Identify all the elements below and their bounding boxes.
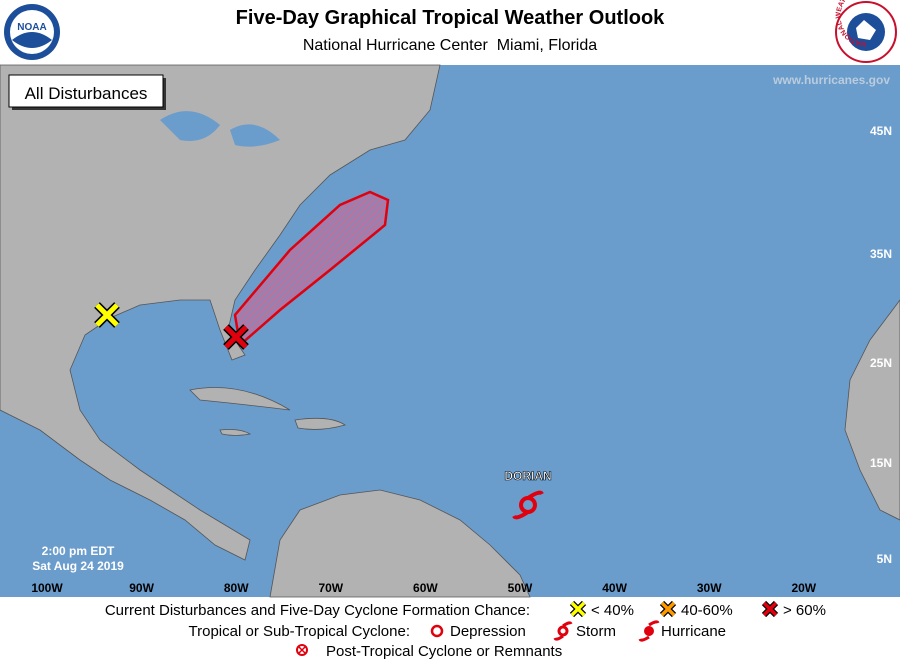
longitude-label: 40W bbox=[602, 581, 627, 595]
legend-chance: > 60% bbox=[783, 602, 826, 619]
url: www.hurricanes.gov bbox=[772, 73, 890, 87]
filter-button-label[interactable]: All Disturbances bbox=[25, 84, 148, 103]
disturbance-low bbox=[94, 302, 120, 328]
latitude-label: 25N bbox=[870, 356, 892, 370]
great-lakes bbox=[160, 111, 280, 147]
longitude-label: 60W bbox=[413, 581, 438, 595]
longitude-label: 90W bbox=[129, 581, 154, 595]
legend-chance: 40-60% bbox=[681, 602, 733, 619]
longitude-label: 30W bbox=[697, 581, 722, 595]
map: DORIAN www.hurricanes.gov All Disturbanc… bbox=[0, 64, 900, 598]
legend-chance-icons bbox=[569, 600, 779, 618]
legend-cyclone-type: Hurricane bbox=[661, 623, 726, 640]
longitude-label: 70W bbox=[318, 581, 343, 595]
latitude-label: 35N bbox=[870, 247, 892, 261]
title: Five-Day Graphical Tropical Weather Outl… bbox=[236, 7, 666, 29]
timestamp-date: Sat Aug 24 2019 bbox=[32, 559, 124, 573]
south-america bbox=[269, 489, 531, 598]
subtitle: National Hurricane Center Miami, Florida bbox=[303, 37, 597, 54]
legend-chance: < 40% bbox=[591, 602, 634, 619]
noaa-logo: NOAA bbox=[4, 4, 60, 60]
legend-cyclone-type: Storm bbox=[576, 623, 616, 640]
noaa-logo-text: NOAA bbox=[17, 22, 46, 33]
storm-symbol bbox=[512, 490, 544, 520]
legend-cyclone-type: Depression bbox=[450, 623, 526, 640]
disturbance-area bbox=[233, 190, 390, 348]
africa bbox=[844, 299, 900, 521]
storm-label: DORIAN bbox=[504, 469, 551, 483]
disturbance-high bbox=[223, 324, 249, 350]
longitude-label: 50W bbox=[508, 581, 533, 595]
longitude-label: 20W bbox=[791, 581, 816, 595]
legend-post-tropical: Post-Tropical Cyclone or Remnants bbox=[326, 643, 562, 660]
legend-cyclone-icons bbox=[296, 620, 660, 656]
latitude-label: 15N bbox=[870, 456, 892, 470]
legend-cyclone-title: Tropical or Sub-Tropical Cyclone: bbox=[189, 623, 410, 640]
filter-button[interactable]: All Disturbances bbox=[8, 74, 166, 110]
caribbean-islands bbox=[189, 387, 346, 436]
latitude-label: 5N bbox=[877, 552, 892, 566]
legend-disturbance-title: Current Disturbances and Five-Day Cyclon… bbox=[105, 602, 530, 619]
latitude-label: 45N bbox=[870, 124, 892, 138]
longitude-label: 80W bbox=[224, 581, 249, 595]
longitude-label: 100W bbox=[31, 581, 63, 595]
north-america bbox=[0, 64, 441, 561]
timestamp-time: 2:00 pm EDT bbox=[42, 544, 115, 558]
